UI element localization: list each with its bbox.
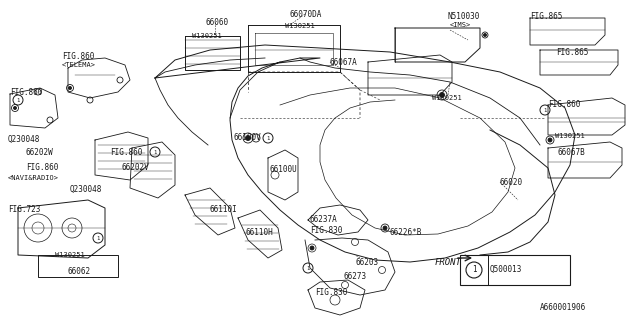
Text: Q230048: Q230048 (8, 135, 40, 144)
Text: 66062: 66062 (68, 267, 91, 276)
Text: 66237A: 66237A (310, 215, 338, 224)
Text: FIG.860: FIG.860 (10, 88, 42, 97)
Text: FIG.830: FIG.830 (310, 226, 342, 235)
Text: 66202V: 66202V (122, 163, 150, 172)
Text: FIG.723: FIG.723 (8, 205, 40, 214)
Text: 66110H: 66110H (245, 228, 273, 237)
Circle shape (548, 138, 552, 142)
Circle shape (246, 135, 250, 140)
Text: 66100U: 66100U (270, 165, 298, 174)
Text: A660001906: A660001906 (540, 303, 586, 312)
Text: 1: 1 (543, 108, 547, 113)
Text: Q500013: Q500013 (490, 265, 522, 274)
Text: FIG.860: FIG.860 (26, 163, 58, 172)
Text: 66070DA: 66070DA (290, 10, 323, 19)
Text: 66060: 66060 (205, 18, 228, 27)
Text: <NAVI&RADIO>: <NAVI&RADIO> (8, 175, 59, 181)
Text: W130251: W130251 (55, 252, 84, 258)
Circle shape (483, 34, 486, 36)
Text: 66273: 66273 (343, 272, 366, 281)
Text: 66226*B: 66226*B (390, 228, 422, 237)
Circle shape (68, 86, 72, 90)
Text: 66067A: 66067A (330, 58, 358, 67)
Text: W130251: W130251 (192, 33, 221, 39)
Circle shape (383, 226, 387, 230)
Text: 1: 1 (266, 135, 269, 140)
Text: <IMS>: <IMS> (450, 22, 471, 28)
Circle shape (440, 92, 445, 98)
Text: 66067B: 66067B (557, 148, 585, 157)
Text: W130251: W130251 (555, 133, 585, 139)
Text: FIG.830: FIG.830 (315, 288, 348, 297)
Text: W130251: W130251 (285, 23, 315, 29)
Text: 1: 1 (154, 149, 157, 155)
Text: FRONT: FRONT (435, 258, 462, 267)
Circle shape (13, 107, 17, 109)
Text: N510030: N510030 (448, 12, 481, 21)
Circle shape (310, 246, 314, 250)
Text: FIG.865: FIG.865 (530, 12, 563, 21)
Text: <TELEMA>: <TELEMA> (62, 62, 96, 68)
Text: 1: 1 (97, 236, 100, 241)
Text: 66100V: 66100V (233, 133, 260, 142)
Text: FIG.865: FIG.865 (556, 48, 588, 57)
Text: FIG.860: FIG.860 (62, 52, 94, 61)
Text: 66110I: 66110I (210, 205, 237, 214)
Text: 66203: 66203 (355, 258, 378, 267)
Text: FIG.860: FIG.860 (110, 148, 142, 157)
Text: 1: 1 (17, 98, 20, 102)
Text: 1: 1 (472, 266, 476, 275)
Bar (460, 255, 570, 285)
Text: 66020: 66020 (500, 178, 523, 187)
Text: Q230048: Q230048 (70, 185, 102, 194)
Text: 66202W: 66202W (26, 148, 54, 157)
Text: 1: 1 (307, 266, 310, 270)
Bar (38, 255, 118, 277)
Text: W130251: W130251 (432, 95, 461, 101)
Text: FIG.860: FIG.860 (548, 100, 580, 109)
